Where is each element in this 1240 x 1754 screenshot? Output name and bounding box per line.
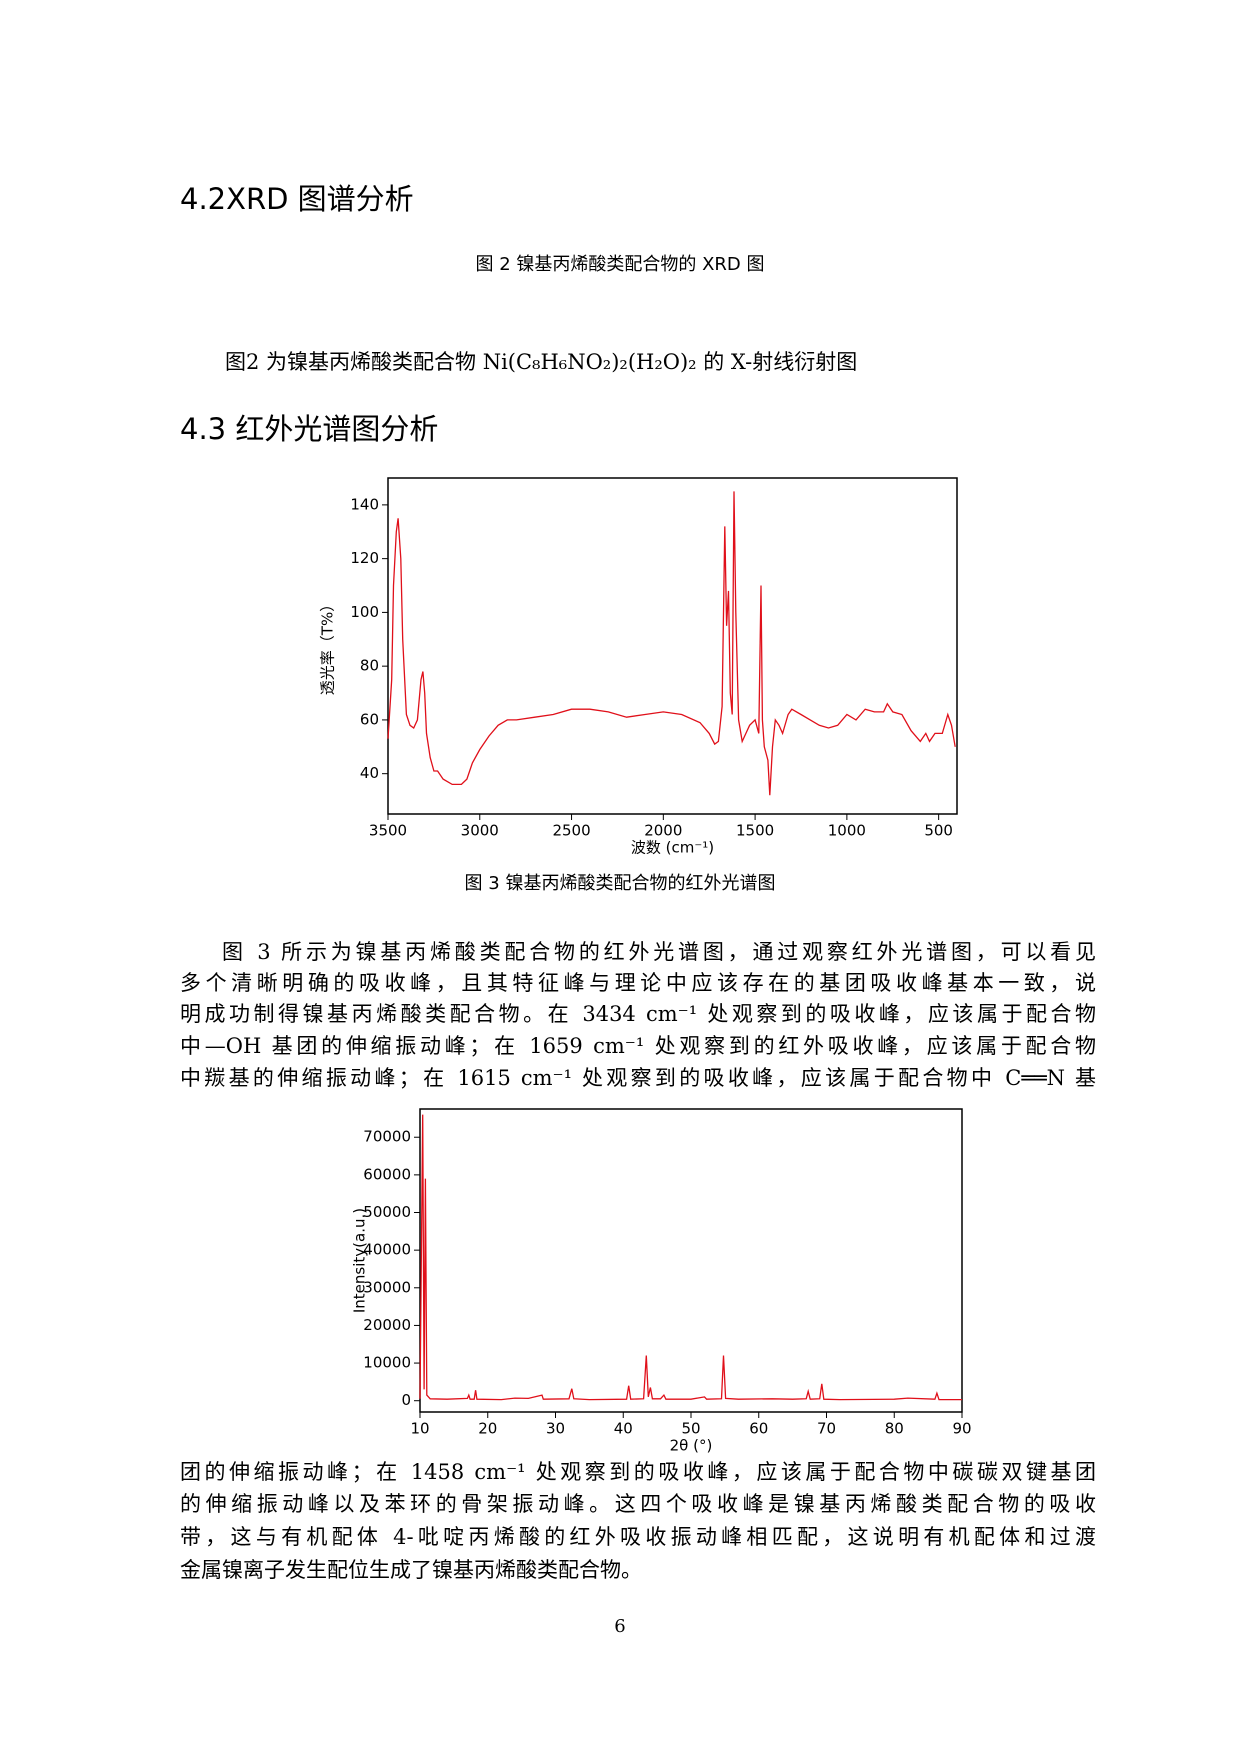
- x-tick-label: 1500: [736, 822, 774, 840]
- x-tick-label: 3500: [369, 822, 407, 840]
- figure-caption: 图 2 镍基丙烯酸类配合物的 XRD 图: [475, 254, 765, 275]
- y-tick-label: 120: [350, 549, 379, 567]
- spectrum-line: [387, 491, 956, 796]
- x-tick-label: 3000: [461, 822, 499, 840]
- y-tick-label: 10000: [363, 1354, 411, 1372]
- plot-frame: [387, 477, 958, 815]
- text-line: 团的伸缩振动峰；在 1458 cm⁻¹ 处观察到的吸收峰，应该属于配合物中碳碳双…: [180, 1460, 1096, 1484]
- x-tick-label: 2000: [644, 822, 682, 840]
- y-tick-label: 40000: [363, 1241, 411, 1259]
- x-tick-label: 2500: [552, 822, 590, 840]
- x-tick-label: 70: [817, 1420, 836, 1438]
- y-tick-label: 40: [360, 764, 379, 782]
- x-axis-label: 波数 (cm⁻¹): [631, 839, 714, 857]
- y-tick-label: 140: [350, 495, 379, 513]
- text-line: 带，这与有机配体 4-吡啶丙烯酸的红外吸收振动峰相匹配，这说明有机配体和过渡: [180, 1525, 1096, 1549]
- x-tick-label: 1000: [828, 822, 866, 840]
- page-number: 6: [614, 1616, 626, 1637]
- y-tick-label: 50000: [363, 1203, 411, 1221]
- y-tick-label: 100: [350, 603, 379, 621]
- y-axis-label: 透光率（T%）: [319, 597, 337, 695]
- x-tick-label: 20: [478, 1420, 497, 1438]
- y-tick-label: 30000: [363, 1278, 411, 1296]
- x-tick-label: 30: [546, 1420, 565, 1438]
- y-tick-label: 80: [360, 657, 379, 675]
- y-tick-label: 0: [401, 1391, 411, 1409]
- spectrum-line: [419, 1114, 962, 1401]
- y-tick-label: 60000: [363, 1165, 411, 1183]
- x-tick-label: 90: [952, 1420, 971, 1438]
- x-tick-label: 60: [749, 1420, 768, 1438]
- figure-caption: 图 3 镍基丙烯酸类配合物的红外光谱图: [464, 873, 776, 894]
- x-tick-label: 80: [885, 1420, 904, 1438]
- x-tick-label: 500: [924, 822, 953, 840]
- section-heading: 4.3 红外光谱图分析: [180, 412, 439, 446]
- section-heading: 4.2XRD 图谱分析: [180, 182, 414, 216]
- y-tick-label: 60: [360, 710, 379, 728]
- text-line: 明成功制得镍基丙烯酸类配合物。在 3434 cm⁻¹ 处观察到的吸收峰，应该属于…: [180, 1002, 1096, 1026]
- text-line: 图 3 所示为镍基丙烯酸类配合物的红外光谱图，通过观察红外光谱图，可以看见: [222, 940, 1096, 964]
- text-line: 多个清晰明确的吸收峰，且其特征峰与理论中应该存在的基团吸收峰基本一致，说: [180, 971, 1096, 995]
- plot-frame: [419, 1108, 963, 1413]
- y-axis-label: Intensity(a.u.): [351, 1208, 369, 1313]
- y-tick-label: 70000: [363, 1128, 411, 1146]
- text-line: 的伸缩振动峰以及苯环的骨架振动峰。这四个吸收峰是镍基丙烯酸类配合物的吸收: [180, 1492, 1096, 1516]
- x-tick-label: 10: [410, 1420, 429, 1438]
- y-tick-label: 20000: [363, 1316, 411, 1334]
- text-line: 中—OH 基团的伸缩振动峰；在 1659 cm⁻¹ 处观察到的红外吸收峰，应该属…: [180, 1034, 1096, 1058]
- x-tick-label: 50: [681, 1420, 700, 1438]
- text-line: 金属镍离子发生配位生成了镍基丙烯酸类配合物。: [180, 1558, 642, 1582]
- x-tick-label: 40: [614, 1420, 633, 1438]
- x-axis-label: 2θ (°): [670, 1437, 713, 1455]
- text-line: 中羰基的伸缩振动峰；在 1615 cm⁻¹ 处观察到的吸收峰，应该属于配合物中 …: [180, 1066, 1096, 1090]
- paragraph: 图2 为镍基丙烯酸类配合物 Ni(C₈H₆NO₂)₂(H₂O)₂ 的 X-射线衍…: [225, 350, 858, 374]
